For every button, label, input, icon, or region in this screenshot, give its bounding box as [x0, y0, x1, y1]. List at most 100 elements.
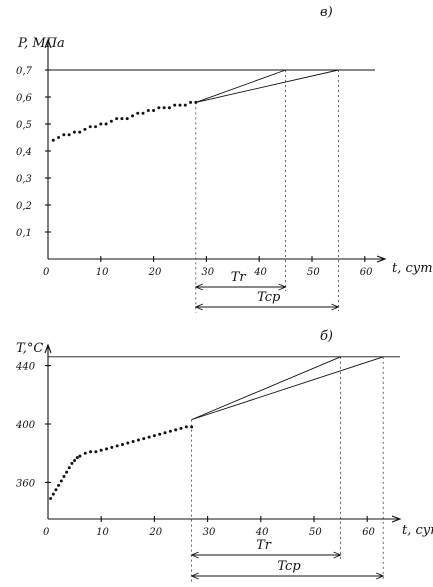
panel-1-panel-letter: в)	[320, 5, 333, 20]
panel-2-data-point	[147, 435, 151, 439]
panel-2-data-point	[131, 440, 135, 444]
panel-2-data-point	[115, 444, 119, 448]
panel-1-data-point	[178, 103, 182, 107]
panel-1-data-point	[109, 119, 113, 123]
panel-2-data-point	[174, 428, 178, 432]
panel-2-x-tick-label: 40	[255, 527, 269, 538]
panel-1-data-point	[189, 100, 193, 104]
panel-1-data-point	[120, 117, 124, 121]
panel-1-x-tick-label: 30	[201, 267, 214, 278]
panel-2-data-point	[179, 426, 183, 430]
panel-2-data-point	[83, 451, 87, 455]
panel-1-dimension-arrow	[278, 283, 287, 291]
panel-2-y-tick-label: 360	[16, 478, 36, 489]
panel-2-data-point	[73, 459, 77, 462]
panel-2-data-point	[49, 496, 53, 500]
panel-2-dimension-arrow	[375, 572, 385, 580]
panel-2-data-point	[158, 432, 162, 436]
panel-1-data-point	[78, 130, 82, 134]
panel-1-data-point	[99, 122, 103, 126]
panel-2-data-point	[168, 429, 172, 433]
panel-1-data-point	[51, 138, 55, 142]
panel-1-x-arrow	[376, 255, 387, 263]
panel-1-data-point	[67, 133, 71, 137]
panel-1-data-point	[136, 111, 140, 115]
panel-2-x-tick-label: 30	[203, 527, 216, 538]
panel-1-y-axis-label: P, МПа	[17, 36, 65, 51]
panel-2-x-tick-label: 10	[96, 527, 109, 538]
panel-2-dimension-arrow	[190, 572, 199, 580]
panel-1-data-point	[57, 136, 61, 139]
panel-1-x-axis-label: t, сут	[392, 261, 433, 276]
panel-2-dimension-arrow	[190, 551, 199, 559]
panel-1-data-point	[115, 117, 119, 121]
panel-2-data-point	[57, 483, 61, 487]
panel-2-y-tick-label: 440	[15, 362, 36, 373]
panel-1-data-point	[162, 106, 166, 110]
panel-1-data-point	[141, 111, 145, 115]
panel-2-trend-line	[191, 356, 341, 421]
panel-2-data-point	[190, 425, 194, 429]
panel-1-y-tick-label: 0,2	[16, 201, 32, 212]
panel-2-data-point	[75, 456, 79, 460]
panel-1-data-point	[146, 109, 150, 112]
panel-1-data-point	[167, 106, 171, 110]
panel-1-data-point	[157, 106, 161, 110]
panel-1-data-point	[173, 103, 177, 107]
panel-2-data-point	[99, 448, 103, 452]
panel-2-data-point	[78, 454, 82, 458]
panel-1-data-point	[152, 109, 156, 112]
panel-2-dimension-arrow	[333, 551, 342, 559]
panel-2-dimension-label: Tcp	[277, 559, 301, 574]
panel-1-dimension-label: Tcp	[257, 290, 281, 305]
panel-1-x-tick-label: 0	[43, 267, 50, 278]
panel-1-trend-line	[195, 69, 286, 103]
panel-1-dimension-label: Tr	[231, 270, 247, 285]
panel-1-x-tick-label: 60	[360, 267, 373, 278]
panel-1-trend-line	[195, 69, 339, 103]
panel-1-data-point	[83, 127, 87, 131]
panel-2-x-tick-label: 50	[309, 527, 322, 538]
panel-1-y-tick-label: 0,4	[16, 147, 32, 158]
panel-1-x-tick-label: 10	[96, 267, 109, 278]
panel-1-dimension-arrow	[194, 303, 204, 311]
panel-2-data-point	[54, 488, 58, 492]
panel-2-data-point	[142, 437, 146, 441]
panel-1-x-tick-label: 20	[148, 267, 162, 278]
panel-1-dimension-arrow	[331, 303, 340, 311]
panel-2-data-point	[110, 445, 114, 449]
panel-1-x-tick-label: 40	[253, 267, 267, 278]
panel-1-data-point	[183, 103, 187, 107]
panel-2-dimension-label: Tr	[256, 538, 272, 553]
panel-2-y-arrow	[44, 343, 52, 354]
panel-1-dimension-arrow	[194, 283, 204, 291]
panel-1-data-point	[104, 122, 108, 126]
panel-2-data-point	[89, 450, 93, 454]
panel-2-panel-letter: б)	[320, 329, 333, 344]
panel-1-x-tick-label: 50	[307, 267, 320, 278]
panel-2-data-point	[152, 434, 156, 438]
panel-2-data-point	[136, 438, 140, 442]
panel-2-x-arrow	[391, 515, 402, 523]
panel-2-data-point	[184, 425, 188, 429]
panel-2-data-point	[94, 450, 98, 454]
panel-2-data-point	[120, 442, 124, 446]
panel-1-data-point	[62, 133, 66, 137]
panel-2-x-tick-label: 60	[362, 527, 375, 538]
panel-1-data-point	[130, 114, 134, 118]
panel-1-y-tick-label: 0,3	[16, 174, 32, 185]
panel-2-data-point	[65, 470, 69, 474]
panel-1-data-point	[88, 125, 92, 129]
panel-2-trend-line	[191, 356, 384, 421]
panel-2-x-tick-label: 0	[43, 527, 50, 538]
panel-2-y-tick-label: 400	[15, 420, 36, 431]
panel-2-x-tick-label: 20	[148, 527, 162, 538]
panel-1-y-tick-label: 0,5	[16, 120, 32, 131]
panel-2-data-point	[62, 475, 66, 479]
panel-2-data-point	[67, 466, 71, 470]
panel-2-data-point	[70, 461, 74, 465]
panel-2-data-point	[51, 492, 55, 496]
panel-1-y-tick-label: 0,7	[16, 66, 33, 77]
panel-2-data-point	[59, 479, 63, 483]
